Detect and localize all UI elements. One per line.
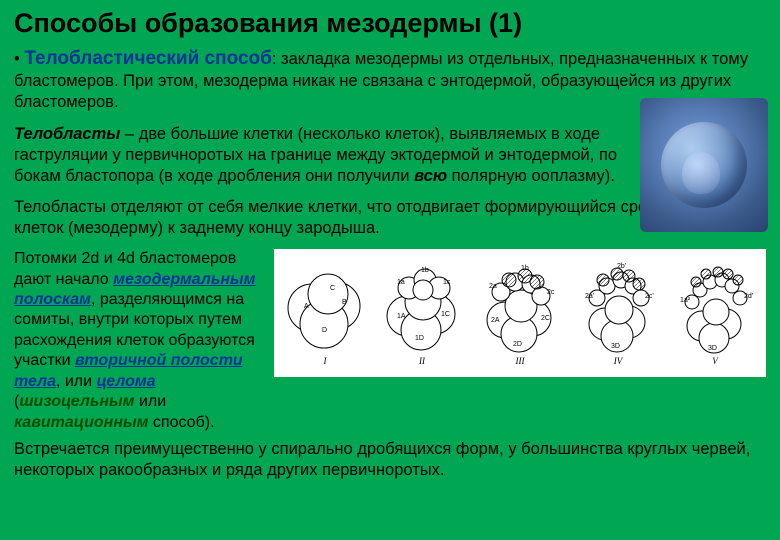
svg-text:1b: 1b xyxy=(521,265,529,272)
svg-text:1a: 1a xyxy=(397,279,405,286)
svg-text:1a²: 1a² xyxy=(680,297,691,304)
stage-1: A B D C I xyxy=(282,258,368,368)
svg-text:3D: 3D xyxy=(708,345,717,352)
term-cavitation: кавитационным xyxy=(14,414,148,431)
p4-mid2: , или xyxy=(56,373,97,390)
stage-5: 3D 2d' 1a² V xyxy=(672,258,758,368)
p2-tail: полярную ооплазму). xyxy=(447,167,615,185)
svg-text:II: II xyxy=(418,356,426,366)
diagram-row: Потомки 2d и 4d бластомеров дают начало … xyxy=(14,249,766,433)
svg-text:2C: 2C xyxy=(541,315,550,322)
svg-text:2c': 2c' xyxy=(645,293,654,300)
svg-text:3D: 3D xyxy=(611,343,620,350)
p4-tail-close: способ). xyxy=(148,414,214,431)
link-coelom: целома xyxy=(97,373,156,390)
svg-text:1c: 1c xyxy=(443,279,451,286)
svg-text:1A: 1A xyxy=(397,313,406,320)
svg-text:C: C xyxy=(330,285,335,292)
stage-4: 3D 2c' 2a' 2b' IV xyxy=(575,258,661,368)
cleavage-diagram: A B D C I 1A 1C 1D 1b 1c xyxy=(274,249,766,377)
paragraph-5: Встречается преимущественно у спирально … xyxy=(14,439,766,481)
svg-text:1C: 1C xyxy=(441,311,450,318)
embryo-microscopy-image xyxy=(640,98,768,232)
svg-text:B: B xyxy=(342,299,347,306)
term-schizocoel: шизоцельным xyxy=(19,393,134,410)
page-title: Способы образования мезодермы (1) xyxy=(14,8,766,39)
paragraph-4: Потомки 2d и 4d бластомеров дают начало … xyxy=(14,249,264,433)
svg-text:2d': 2d' xyxy=(744,293,753,300)
p2-em: всю xyxy=(414,167,447,185)
svg-text:D: D xyxy=(322,327,327,334)
bullet: • xyxy=(14,50,24,68)
svg-text:IV: IV xyxy=(612,356,623,366)
svg-text:V: V xyxy=(712,356,719,366)
svg-text:III: III xyxy=(514,356,525,366)
p4-or: или xyxy=(135,393,167,410)
stage-2: 1A 1C 1D 1b 1c 1a II xyxy=(379,258,465,368)
term-teloblasts: Телобласты xyxy=(14,125,120,143)
svg-text:2b': 2b' xyxy=(617,263,626,270)
svg-text:2A: 2A xyxy=(491,317,500,324)
svg-text:A: A xyxy=(304,303,309,310)
svg-text:1D: 1D xyxy=(415,335,424,342)
svg-text:2a': 2a' xyxy=(585,293,594,300)
svg-text:2D: 2D xyxy=(513,341,522,348)
svg-text:1b: 1b xyxy=(421,267,429,274)
svg-text:2c: 2c xyxy=(547,289,555,296)
svg-text:2a: 2a xyxy=(489,283,497,290)
svg-text:I: I xyxy=(322,356,327,366)
term-teloblastic: Телобластический способ xyxy=(24,48,271,69)
stage-3: 2A 2C 2D 1b 2c 2a III xyxy=(477,258,563,368)
